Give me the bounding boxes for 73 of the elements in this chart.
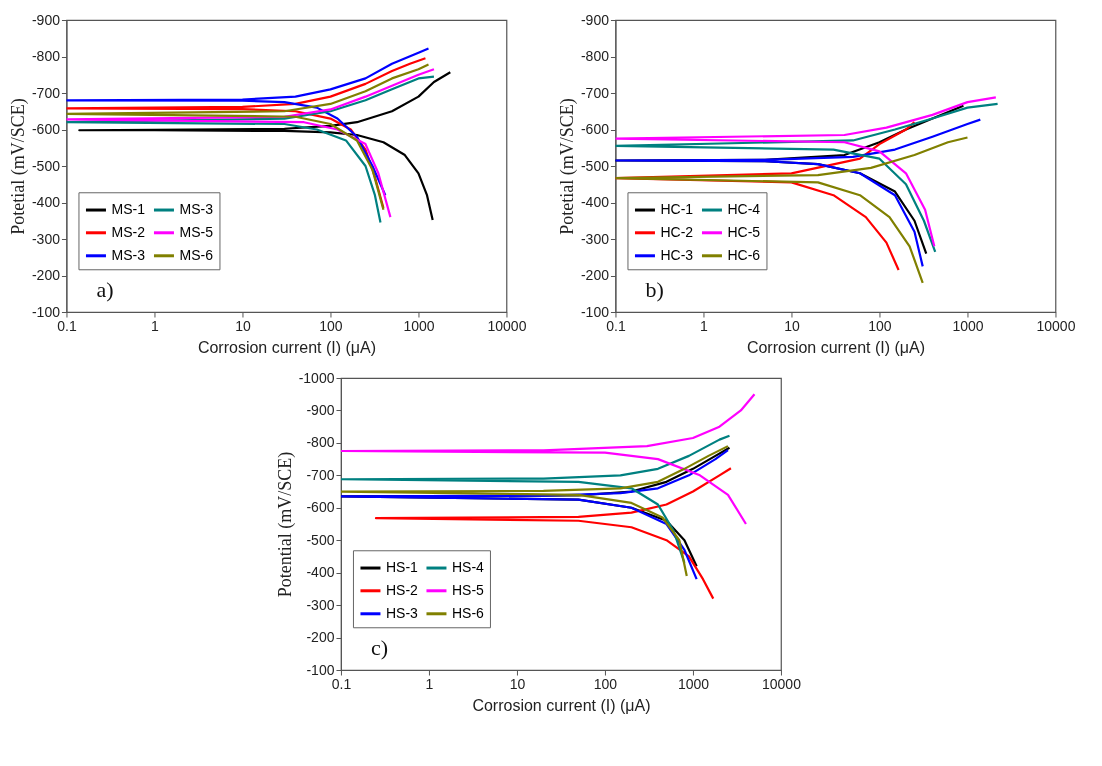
annotation: a) — [96, 277, 114, 302]
x-tick-label: 10000 — [1036, 317, 1076, 334]
y-tick-label: -600 — [31, 121, 61, 137]
y-tick-label: -300 — [306, 596, 335, 613]
annotation: b) — [645, 277, 664, 302]
x-tick-label: 100 — [319, 317, 343, 334]
legend-label: HS-2 — [385, 581, 419, 598]
y-tick-label: -800 — [580, 48, 610, 64]
x-tick-label: 1 — [151, 317, 160, 334]
x-tick-label: 100 — [868, 317, 892, 334]
x-tick-label: 10000 — [762, 675, 802, 692]
x-tick-label: 100 — [593, 675, 618, 692]
y-tick-label: -200 — [580, 267, 610, 283]
y-tick-label: -1000 — [298, 369, 335, 386]
y-tick-label: -100 — [306, 661, 335, 678]
y-tick-label: -600 — [306, 499, 335, 516]
legend-label: MS-6 — [179, 246, 214, 263]
y-tick-label: -100 — [31, 303, 61, 320]
y-tick-label: -200 — [31, 267, 61, 283]
y-tick-label: -900 — [306, 401, 335, 418]
legend-label: HC-6 — [727, 246, 761, 263]
y-tick-label: -500 — [31, 157, 61, 174]
y-axis-title: Potetial (mV/SCE) — [556, 98, 578, 235]
y-tick-label: -500 — [306, 531, 335, 548]
legend-label: HS-3 — [385, 604, 419, 621]
legend-label: HS-1 — [385, 559, 419, 576]
legend-label: MS-3 — [111, 246, 146, 263]
legend-label: HS-6 — [451, 604, 485, 621]
y-tick-label: -900 — [31, 11, 61, 28]
x-axis-title: Corrosion current (I) (μA) — [472, 696, 651, 714]
legend-label: MS-1 — [111, 201, 146, 218]
x-tick-label: 1000 — [677, 675, 710, 692]
y-tick-label: -900 — [580, 11, 610, 28]
x-tick-label: 0.1 — [331, 675, 352, 692]
x-tick-label: 1 — [700, 317, 709, 334]
legend-label: HC-1 — [660, 201, 694, 218]
x-axis-title: Corrosion current (I) (μA) — [197, 338, 377, 356]
annotation: c) — [370, 635, 389, 660]
x-tick-label: 1000 — [952, 317, 984, 334]
y-tick-label: -400 — [580, 194, 610, 210]
y-axis-title: Potetial (mV/SCE) — [7, 98, 29, 235]
x-tick-label: 0.1 — [606, 317, 626, 334]
y-tick-label: -800 — [31, 48, 61, 64]
x-tick-label: 10 — [784, 317, 800, 334]
x-tick-label: 0.1 — [57, 317, 77, 334]
y-tick-label: -400 — [306, 564, 335, 581]
y-tick-label: -700 — [31, 84, 61, 101]
legend-label: MS-2 — [111, 223, 146, 240]
y-axis-title: Potential (mV/SCE) — [274, 451, 296, 598]
x-tick-label: 10000 — [487, 317, 527, 334]
y-tick-label: -600 — [580, 121, 610, 137]
legend-label: HC-2 — [660, 223, 694, 240]
y-tick-label: -300 — [580, 230, 610, 247]
legend-label: MS-3 — [179, 201, 214, 218]
legend-label: HC-3 — [660, 246, 694, 263]
legend-label: HC-5 — [727, 223, 761, 240]
y-tick-label: -700 — [306, 466, 335, 483]
x-tick-label: 10 — [509, 675, 526, 692]
y-tick-label: -300 — [31, 230, 61, 247]
y-tick-label: -400 — [31, 194, 61, 210]
legend-label: HC-4 — [727, 201, 761, 218]
y-tick-label: -100 — [580, 303, 610, 320]
y-tick-label: -500 — [580, 157, 610, 174]
legend-label: HS-5 — [451, 581, 485, 598]
x-tick-label: 1 — [425, 675, 434, 692]
x-tick-label: 1000 — [403, 317, 435, 334]
legend-label: MS-5 — [179, 223, 214, 240]
y-tick-label: -700 — [580, 84, 610, 101]
legend-label: HS-4 — [451, 559, 485, 576]
x-tick-label: 10 — [235, 317, 251, 334]
y-tick-label: -800 — [306, 434, 335, 451]
y-tick-label: -200 — [306, 629, 335, 646]
x-axis-title: Corrosion current (I) (μA) — [746, 338, 926, 356]
